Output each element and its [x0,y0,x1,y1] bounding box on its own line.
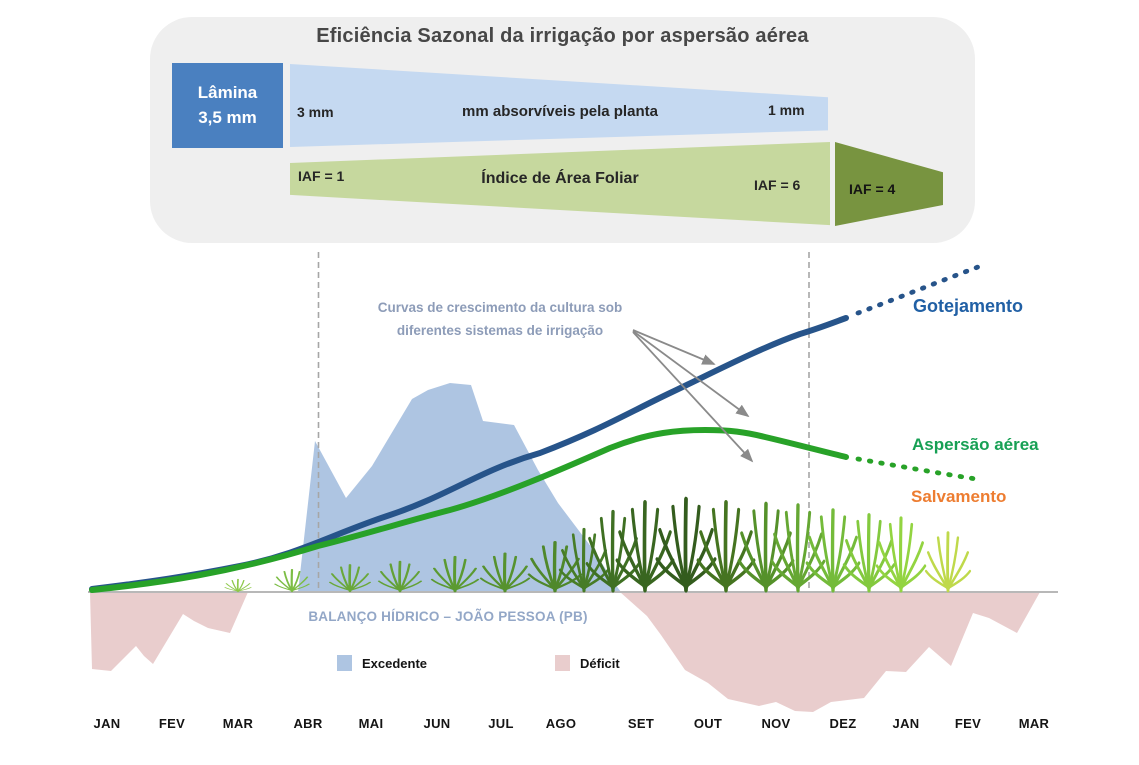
absorption-band-label: mm absorvíveis pela planta [462,103,658,120]
month-label: SET [627,716,655,731]
sugarcane-plant [224,578,252,593]
deficit-area-left [90,592,248,671]
legend-item-deficit: Déficit [555,655,620,671]
month-label: JAN [892,716,920,731]
legend-item-excedente: Excedente [337,655,427,671]
month-label: NOV [761,716,791,731]
gotejamento-label: Gotejamento [913,296,1024,316]
sugarcane-plant [875,516,927,593]
lamina-box: Lâmina 3,5 mm [172,63,283,148]
month-label: MAR [1018,716,1050,731]
sugarcane-plant [844,515,894,590]
absorption-end-value: 1 mm [768,102,805,118]
excedente-swatch-icon [337,655,352,671]
leaf-area-end-value: IAF = 6 [754,177,801,193]
lamina-label-line2: 3,5 mm [198,107,257,127]
month-label: JUL [488,716,514,731]
excedente-legend-label: Excedente [362,655,428,671]
aspersao-aerea-label: Aspersão aérea [912,435,1039,454]
month-label: ABR [293,716,323,731]
lamina-label-line1: Lâmina [197,82,258,102]
aspersao-curve [89,426,849,593]
leaf-area-arrow-value: IAF = 4 [849,181,896,197]
deficit-swatch-icon [555,655,570,671]
month-axis: JAN FEV MAR ABR MAI JUN JUL AGO SET OUT NOV DEZ JAN F… [0,716,1139,736]
annotation-line1: Curvas de crescimento da cultura sob [377,300,623,315]
deficit-legend-label: Déficit [580,655,620,671]
panel-title: Eficiência Sazonal da irrigação por aspe… [316,25,809,47]
month-label: AGO [545,716,577,731]
month-label: DEZ [829,716,857,731]
growth-curves-annotation: Curvas de crescimento da cultura sob dif… [335,297,665,343]
month-label: OUT [693,716,723,731]
aspersao-curve-dotted [855,456,979,482]
month-label: FEV [158,716,186,731]
month-label: JUN [423,716,451,731]
month-label: MAR [222,716,254,731]
annotation-line2: diferentes sistemas de irrigação [396,322,604,338]
annotation-arrows [632,329,754,463]
absorption-start-value: 3 mm [297,104,334,120]
sugarcane-plant [924,531,972,593]
month-label: FEV [954,716,982,731]
month-label: MAI [358,716,384,731]
gotejamento-curve-dotted [855,264,981,316]
month-label: JAN [93,716,121,731]
leaf-area-band-label: Índice de Área Foliar [481,170,639,187]
deficit-area-right [620,592,1040,712]
salvamento-label: Salvamento [911,487,1007,506]
water-balance-title: BALANÇO HÍDRICO – JOÃO PESSOA (PB) [308,609,588,624]
leaf-area-start-value: IAF = 1 [298,168,345,184]
